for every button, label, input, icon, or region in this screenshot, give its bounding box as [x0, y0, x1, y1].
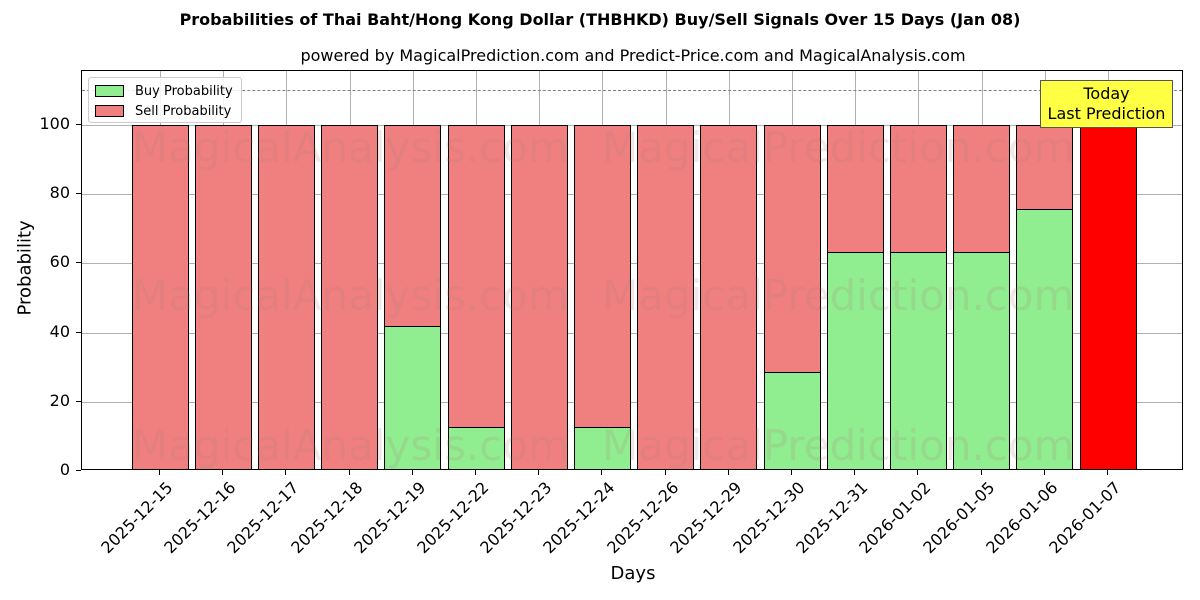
sell-swatch-icon — [95, 105, 124, 117]
y-tick-mark — [76, 262, 81, 264]
sell-bar — [953, 125, 1011, 253]
x-tick-mark — [727, 470, 729, 475]
grid-line-h — [82, 125, 1182, 126]
today-annotation-line2: Last Prediction — [1047, 104, 1166, 123]
sell-bar — [131, 125, 189, 469]
buy-bar — [889, 251, 947, 469]
sell-bar — [447, 125, 505, 429]
x-tick-mark — [348, 470, 350, 475]
y-tick-label: 60 — [49, 252, 70, 272]
sell-bar — [384, 125, 442, 328]
x-tick-mark — [980, 470, 982, 475]
x-tick-mark — [601, 470, 603, 475]
x-tick-mark — [917, 470, 919, 475]
buy-bar — [953, 251, 1011, 469]
buy-bar — [447, 427, 505, 469]
buy-bar — [1016, 209, 1074, 469]
today-annotation-line1: Today — [1083, 84, 1130, 103]
x-tick-mark — [791, 470, 792, 475]
sell-bar — [700, 125, 758, 469]
grid-line-h — [82, 194, 1182, 196]
today-bar — [1079, 125, 1137, 469]
legend-item-sell: Sell Probability — [95, 103, 231, 119]
chart-subtitle: powered by MagicalPrediction.com and Pre… — [300, 46, 966, 65]
y-tick-mark — [76, 400, 81, 402]
sell-bar — [257, 125, 315, 469]
y-tick-label: 80 — [49, 183, 70, 203]
x-axis-label: Days — [610, 563, 656, 584]
y-tick-mark — [76, 193, 81, 195]
sell-bar — [826, 125, 884, 253]
y-tick-label: 20 — [49, 390, 70, 410]
today-annotation: Today Last Prediction — [1040, 80, 1173, 128]
legend-buy-label: Buy Probability — [135, 83, 233, 99]
reference-line — [82, 90, 1182, 92]
sell-bar — [573, 125, 631, 429]
chart-title: Probabilities of Thai Baht/Hong Kong Dol… — [179, 10, 1021, 29]
y-tick-label: 0 — [59, 460, 70, 479]
sell-bar — [637, 125, 695, 469]
sell-bar — [763, 125, 821, 373]
x-tick-mark — [854, 470, 856, 475]
x-tick-mark — [411, 470, 413, 475]
buy-bar — [573, 427, 631, 469]
x-tick-mark — [1107, 470, 1108, 475]
x-tick-mark — [159, 470, 160, 475]
x-tick-mark — [222, 470, 224, 475]
grid-line-h — [82, 332, 1182, 334]
x-tick-mark — [664, 470, 666, 475]
sell-bar — [194, 125, 252, 469]
grid-line-h — [82, 263, 1182, 265]
buy-bar — [826, 251, 884, 469]
grid-line-h — [82, 401, 1182, 403]
x-tick-mark — [538, 470, 540, 475]
y-axis-label: Probability — [14, 220, 36, 316]
legend-item-buy: Buy Probability — [95, 83, 233, 99]
buy-bar — [384, 326, 442, 469]
sell-bar — [889, 125, 947, 253]
y-tick-mark — [76, 331, 81, 333]
legend-sell-label: Sell Probability — [135, 103, 232, 119]
x-tick-mark — [285, 470, 287, 475]
legend: Buy Probability Sell Probability — [88, 77, 242, 123]
y-tick-label: 100 — [39, 114, 70, 133]
plot-area: MagicalAnalysis.comMagicalPrediction.com… — [81, 70, 1183, 470]
buy-swatch-icon — [95, 85, 124, 97]
y-tick-mark — [76, 470, 81, 471]
x-tick-mark — [1043, 470, 1045, 475]
y-tick-mark — [76, 124, 81, 125]
y-tick-label: 40 — [49, 321, 70, 341]
buy-bar — [763, 371, 821, 469]
sell-bar — [510, 125, 568, 469]
x-tick-mark — [475, 470, 476, 475]
sell-bar — [1016, 125, 1074, 211]
sell-bar — [321, 125, 379, 469]
